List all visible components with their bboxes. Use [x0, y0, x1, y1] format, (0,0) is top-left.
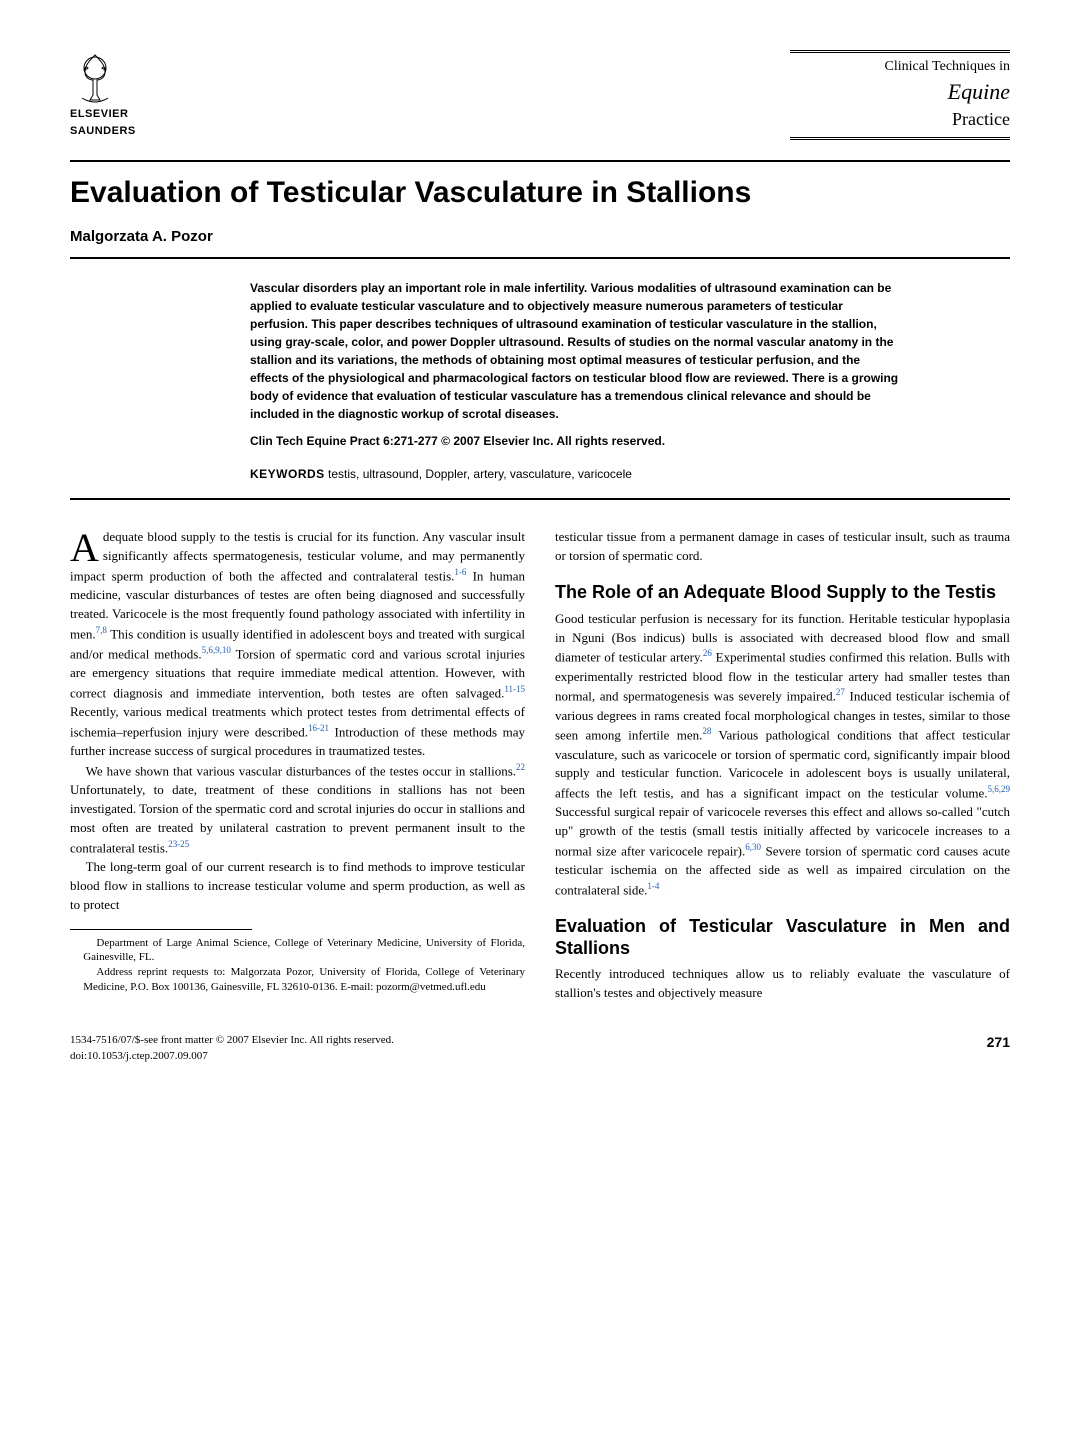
- rule-after-author: [70, 257, 1010, 259]
- p2a: We have shown that various vascular dist…: [86, 763, 516, 778]
- cont-para: testicular tissue from a permanent damag…: [555, 528, 1010, 566]
- journal-title-block: Clinical Techniques in Equine Practice: [790, 50, 1010, 140]
- left-column: Adequate blood supply to the testis is c…: [70, 528, 525, 1003]
- right-column: testicular tissue from a permanent damag…: [555, 528, 1010, 1003]
- section-heading-2: Evaluation of Testicular Vasculature in …: [555, 916, 1010, 959]
- doi-line: doi:10.1053/j.ctep.2007.09.007: [70, 1049, 394, 1064]
- dropcap: A: [70, 528, 103, 564]
- ref-26[interactable]: 26: [703, 648, 712, 658]
- ref-5-6-29[interactable]: 5,6,29: [988, 784, 1011, 794]
- journal-title-rest: Practice: [790, 107, 1010, 132]
- page-footer: 1534-7516/07/$-see front matter © 2007 E…: [70, 1033, 1010, 1064]
- rule-top: [70, 160, 1010, 162]
- elsevier-tree-icon: [70, 50, 120, 105]
- ref-16-21[interactable]: 16-21: [308, 723, 329, 733]
- rule-after-keywords: [70, 498, 1010, 500]
- keywords-value: testis, ultrasound, Doppler, artery, vas…: [328, 467, 632, 481]
- ref-7-8[interactable]: 7,8: [96, 625, 107, 635]
- article-title: Evaluation of Testicular Vasculature in …: [70, 172, 1010, 214]
- ref-6-30[interactable]: 6,30: [745, 842, 761, 852]
- citation-line: Clin Tech Equine Pract 6:271-277 © 2007 …: [250, 433, 900, 450]
- ref-23-25[interactable]: 23-25: [168, 839, 189, 849]
- footer-left: 1534-7516/07/$-see front matter © 2007 E…: [70, 1033, 394, 1064]
- footnote-rule: [70, 929, 252, 930]
- ref-1-4[interactable]: 1-4: [647, 881, 659, 891]
- keywords-line: KEYWORDS testis, ultrasound, Doppler, ar…: [250, 466, 900, 483]
- publisher-name-2: SAUNDERS: [70, 124, 136, 139]
- sec2-para: Recently introduced techniques allow us …: [555, 965, 1010, 1003]
- correspondence-footnote: Address reprint requests to: Malgorzata …: [70, 965, 525, 995]
- section-heading-1: The Role of an Adequate Blood Supply to …: [555, 582, 1010, 604]
- keywords-label: KEYWORDS: [250, 467, 325, 481]
- ref-27[interactable]: 27: [836, 687, 845, 697]
- ref-22[interactable]: 22: [516, 762, 525, 772]
- page-number: 271: [987, 1033, 1010, 1064]
- publisher-logo: ELSEVIER SAUNDERS: [70, 50, 136, 140]
- intro-para-2: We have shown that various vascular dist…: [70, 761, 525, 858]
- abstract-text: Vascular disorders play an important rol…: [250, 279, 900, 423]
- page-header: ELSEVIER SAUNDERS Clinical Techniques in…: [70, 50, 1010, 140]
- publisher-name-1: ELSEVIER: [70, 107, 136, 122]
- author-name: Malgorzata A. Pozor: [70, 226, 1010, 247]
- copyright-line: 1534-7516/07/$-see front matter © 2007 E…: [70, 1033, 394, 1048]
- affiliation-footnote: Department of Large Animal Science, Coll…: [70, 936, 525, 966]
- ref-11-15[interactable]: 11-15: [504, 684, 525, 694]
- intro-para-3: The long-term goal of our current resear…: [70, 858, 525, 915]
- journal-title-italic: Equine: [790, 77, 1010, 108]
- ref-1-6[interactable]: 1-6: [454, 567, 466, 577]
- journal-subtitle: Clinical Techniques in: [790, 57, 1010, 77]
- p2b: Unfortunately, to date, treatment of the…: [70, 782, 525, 855]
- intro-para-1: Adequate blood supply to the testis is c…: [70, 528, 525, 761]
- body-columns: Adequate blood supply to the testis is c…: [70, 528, 1010, 1003]
- ref-5-6-9-10[interactable]: 5,6,9,10: [202, 645, 231, 655]
- sec1-para: Good testicular perfusion is necessary f…: [555, 610, 1010, 901]
